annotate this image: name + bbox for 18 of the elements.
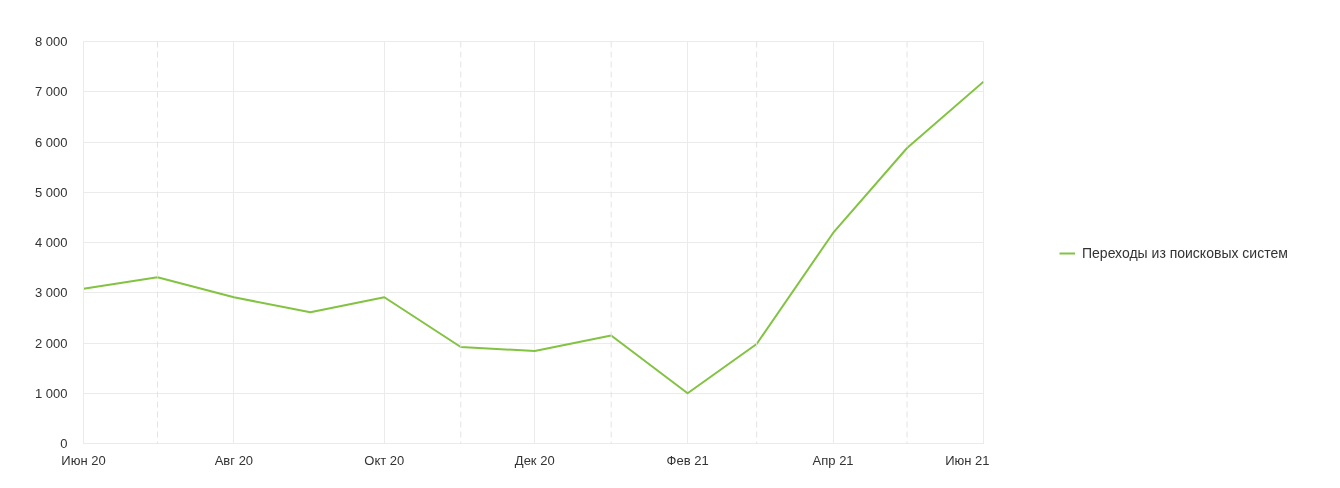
x-tick-label: Апр 21 bbox=[812, 452, 854, 468]
line-series bbox=[83, 80, 984, 395]
y-tick-label: 1 000 bbox=[34, 385, 68, 401]
y-tick-label: 4 000 bbox=[34, 235, 68, 250]
y-tick-label: 0 bbox=[60, 436, 68, 451]
x-tick-label: Июн 21 bbox=[945, 452, 990, 468]
x-tick-label: Авг 20 bbox=[214, 452, 254, 468]
y-tick-label: 6 000 bbox=[34, 134, 68, 150]
x-tick-label: Июн 20 bbox=[61, 452, 106, 468]
x-tick-label: Фев 21 bbox=[666, 452, 709, 468]
y-tick-label: 3 000 bbox=[34, 285, 68, 301]
legend-label: Переходы из поисковых систем bbox=[1082, 245, 1288, 261]
x-tick-label: Окт 20 bbox=[364, 452, 405, 468]
y-tick-label: 5 000 bbox=[34, 184, 68, 200]
y-tick-label: 8 000 bbox=[34, 34, 68, 49]
y-tick-label: 7 000 bbox=[34, 84, 68, 100]
y-tick-label: 2 000 bbox=[34, 335, 68, 351]
x-tick-label: Дек 20 bbox=[514, 452, 555, 468]
